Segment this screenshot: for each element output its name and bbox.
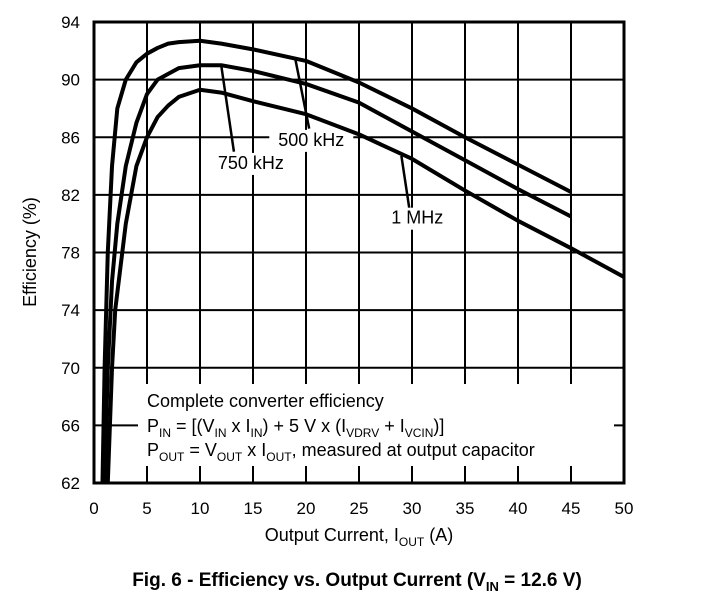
label-bg-1-mhz bbox=[375, 207, 460, 230]
series-label-1-mhz: 1 MHz bbox=[391, 208, 443, 228]
y-tick-label: 94 bbox=[61, 13, 80, 32]
tick-labels: 0 5 10 15 20 25 30 35 40 45 50 62 66 70 74 78 82 86 90 94 bbox=[61, 13, 633, 518]
annotation-line-3: POUT = VOUT x IOUT, measured at output c… bbox=[147, 440, 535, 464]
y-tick-label: 82 bbox=[61, 186, 80, 205]
x-tick-label: 30 bbox=[403, 499, 422, 518]
x-tick-label: 0 bbox=[89, 499, 98, 518]
annotation-line-1: Complete converter efficiency bbox=[147, 391, 384, 411]
label-bg-500-khz bbox=[269, 129, 354, 152]
y-tick-label: 90 bbox=[61, 71, 80, 90]
curves: 500 kHz 750 kHz 1 MHz bbox=[100, 38, 625, 484]
label-bg-750-khz bbox=[208, 152, 293, 175]
annotation-box bbox=[138, 384, 614, 466]
leader-line-750-khz bbox=[219, 65, 236, 152]
x-tick-label: 15 bbox=[244, 499, 263, 518]
x-tick-label: 25 bbox=[350, 499, 369, 518]
y-tick-label: 74 bbox=[61, 301, 80, 320]
plot-border bbox=[92, 20, 626, 485]
x-tick-label: 50 bbox=[615, 499, 634, 518]
series-line-1-mhz bbox=[105, 87, 625, 484]
y-tick-label: 70 bbox=[61, 359, 80, 378]
leader-line-1-mhz bbox=[400, 155, 412, 213]
x-tick-label: 10 bbox=[191, 499, 210, 518]
x-tick-label: 45 bbox=[562, 499, 581, 518]
y-tick-label: 62 bbox=[61, 474, 80, 493]
x-tick-label: 20 bbox=[297, 499, 316, 518]
y-axis-label: Efficiency (%) bbox=[20, 197, 40, 307]
y-tick-label: 66 bbox=[61, 416, 80, 435]
series-label-500-khz: 500 kHz bbox=[278, 130, 344, 150]
series-line-750-khz bbox=[102, 63, 572, 484]
x-tick-label: 40 bbox=[509, 499, 528, 518]
y-tick-label: 86 bbox=[61, 128, 80, 147]
x-tick-label: 5 bbox=[142, 499, 151, 518]
chart-title: Fig. 6 - Efficiency vs. Output Current (… bbox=[132, 570, 582, 594]
annotation-line-2: PIN = [(VIN x IIN) + 5 V x (IVDRV + IVCI… bbox=[147, 416, 444, 440]
x-tick-label: 35 bbox=[456, 499, 475, 518]
annotation: Complete converter efficiency PIN = [(VI… bbox=[147, 391, 535, 464]
leader-line-500-khz bbox=[294, 59, 311, 129]
y-tick-label: 78 bbox=[61, 244, 80, 263]
x-axis-label: Output Current, IOUT (A) bbox=[265, 525, 453, 549]
series-label-750-khz: 750 kHz bbox=[218, 153, 284, 173]
series-line-500-khz bbox=[100, 38, 572, 484]
